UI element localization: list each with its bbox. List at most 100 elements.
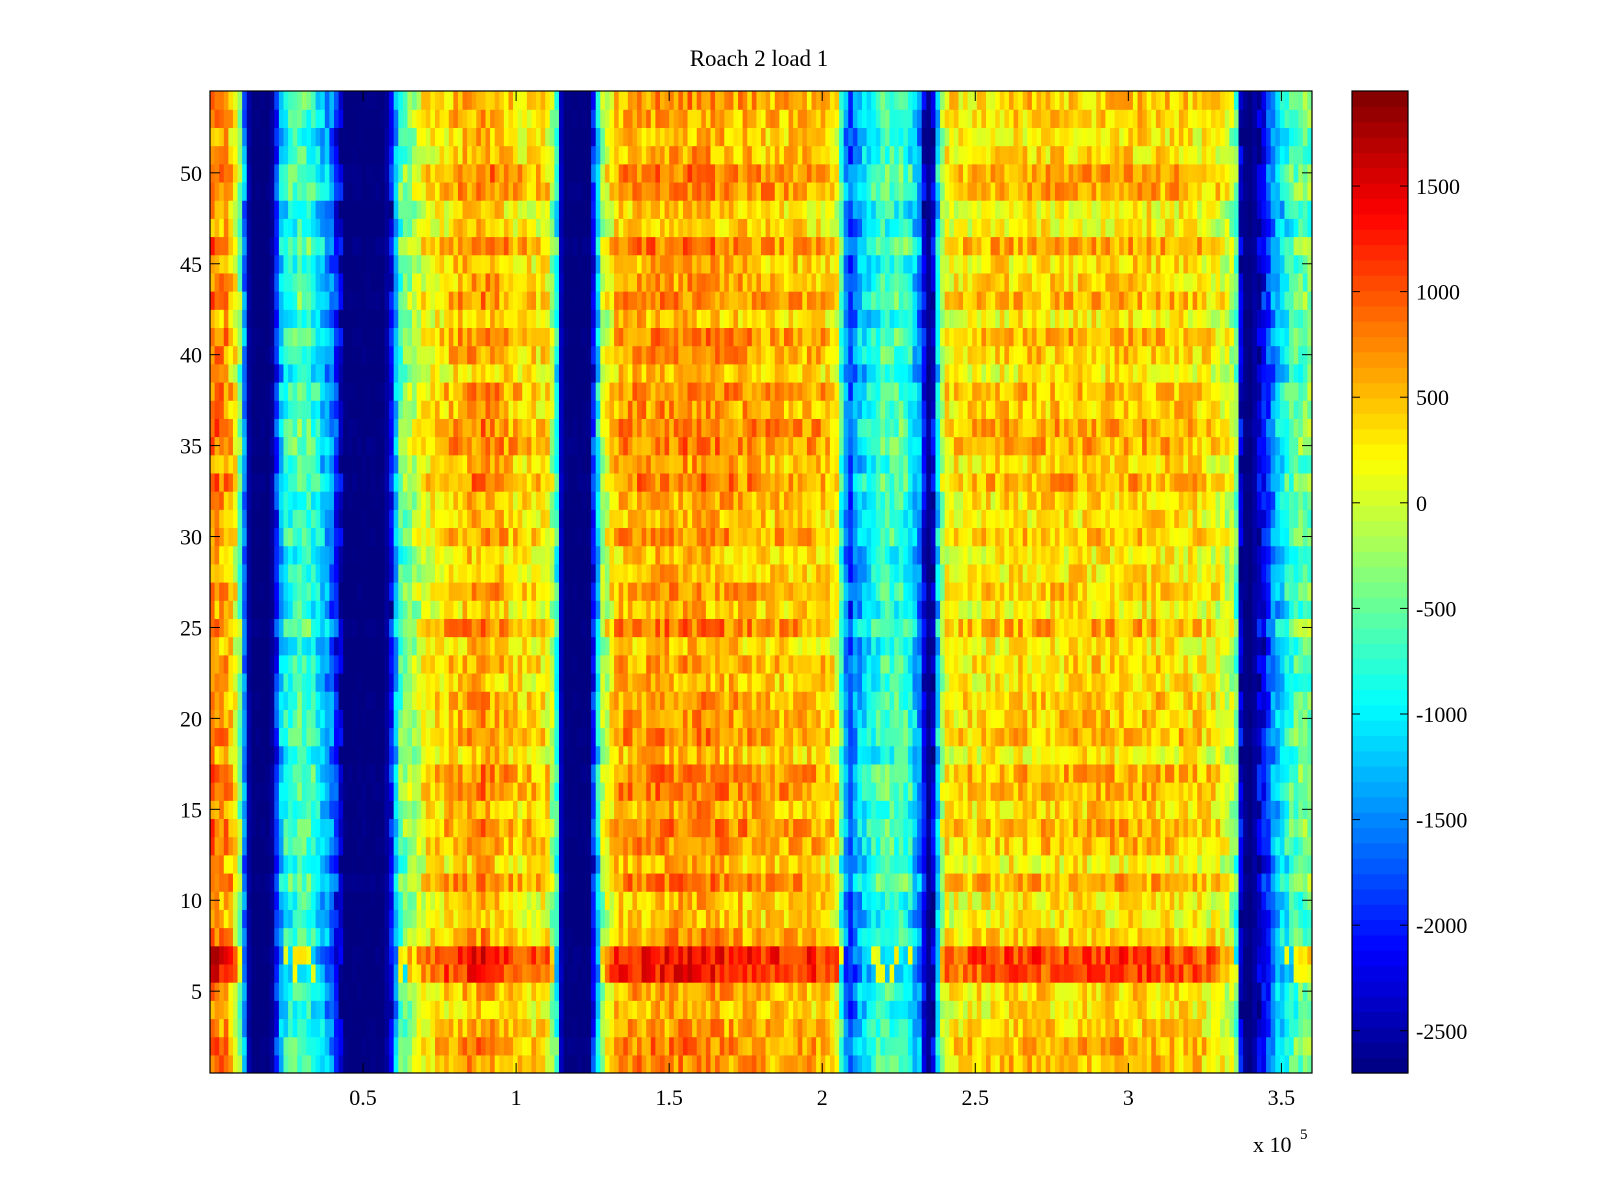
heatmap-cell xyxy=(1128,818,1134,838)
heatmap-cell xyxy=(508,891,514,910)
heatmap-cell xyxy=(430,782,436,801)
heatmap-cell xyxy=(324,854,330,874)
heatmap-cell xyxy=(439,891,445,910)
heatmap-cell xyxy=(692,1054,698,1073)
heatmap-cell xyxy=(1275,1000,1281,1020)
heatmap-cell xyxy=(829,800,836,820)
heatmap-cell xyxy=(1091,800,1097,820)
heatmap-cell xyxy=(852,1036,859,1056)
heatmap-cell xyxy=(866,800,872,820)
heatmap-cell xyxy=(1229,836,1235,856)
heatmap-cell xyxy=(581,891,588,910)
heatmap-cell xyxy=(453,782,459,801)
heatmap-cell xyxy=(678,1036,684,1056)
heatmap-cell xyxy=(1004,927,1010,947)
heatmap-cell xyxy=(1018,1018,1024,1038)
heatmap-cell xyxy=(485,963,491,983)
heatmap-cell xyxy=(361,800,367,820)
heatmap-cell xyxy=(958,836,964,856)
heatmap-cell xyxy=(356,963,363,983)
heatmap-cell xyxy=(448,909,454,929)
heatmap-cell xyxy=(1289,836,1295,856)
heatmap-cell xyxy=(1165,818,1171,838)
heatmap-cell xyxy=(1270,1000,1276,1020)
heatmap-cell xyxy=(1238,963,1244,983)
heatmap-cell xyxy=(1073,891,1079,910)
heatmap-cell xyxy=(632,1018,638,1038)
heatmap-cell xyxy=(820,818,826,838)
heatmap-cell xyxy=(356,927,363,947)
heatmap-cell xyxy=(315,1018,321,1038)
heatmap-cell xyxy=(577,982,583,1001)
heatmap-cell xyxy=(508,945,514,965)
heatmap-cell xyxy=(728,909,735,929)
heatmap-cell xyxy=(494,691,500,710)
heatmap-cell xyxy=(1109,872,1116,892)
heatmap-cell xyxy=(549,891,555,910)
heatmap-cell xyxy=(522,818,528,838)
heatmap-cell xyxy=(577,927,583,947)
heatmap-cell xyxy=(751,1000,758,1020)
heatmap-cell xyxy=(563,782,569,801)
heatmap-cell xyxy=(871,891,877,910)
heatmap-cell xyxy=(1266,709,1272,729)
heatmap-cell xyxy=(356,709,363,729)
heatmap-cell xyxy=(719,691,725,710)
heatmap-cell xyxy=(278,945,285,965)
heatmap-cell xyxy=(921,727,927,747)
heatmap-cell xyxy=(921,854,927,874)
heatmap-cell xyxy=(1302,745,1309,765)
heatmap-cell xyxy=(591,1036,597,1056)
heatmap-cell xyxy=(595,763,601,783)
heatmap-cell xyxy=(1247,963,1253,983)
heatmap-cell xyxy=(1004,745,1010,765)
heatmap-cell xyxy=(586,818,592,838)
heatmap-cell xyxy=(425,982,431,1001)
heatmap-cell xyxy=(1188,891,1194,910)
heatmap-cell xyxy=(1059,709,1065,729)
heatmap-cell xyxy=(288,963,294,983)
heatmap-cell xyxy=(1137,709,1143,729)
heatmap-cell xyxy=(659,927,666,947)
heatmap-cell xyxy=(659,909,666,929)
heatmap-cell xyxy=(701,963,707,983)
heatmap-cell xyxy=(1256,945,1263,965)
heatmap-cell xyxy=(1206,854,1212,874)
heatmap-cell xyxy=(687,745,693,765)
heatmap-cell xyxy=(958,745,964,765)
heatmap-cell xyxy=(352,1054,358,1073)
heatmap-cell xyxy=(444,836,450,856)
heatmap-cell xyxy=(375,1000,381,1020)
heatmap-cell xyxy=(917,963,923,983)
heatmap-cell xyxy=(324,691,330,710)
heatmap-cell xyxy=(1064,1054,1070,1073)
heatmap-cell xyxy=(581,836,588,856)
heatmap-cell xyxy=(770,727,776,747)
heatmap-cell xyxy=(1146,872,1152,892)
heatmap-cell xyxy=(338,1000,344,1020)
heatmap-cell xyxy=(751,691,758,710)
heatmap-cell xyxy=(1096,800,1102,820)
heatmap-cell xyxy=(963,1000,969,1020)
heatmap-cell xyxy=(866,836,872,856)
heatmap-cell xyxy=(1137,891,1143,910)
heatmap-cell xyxy=(549,872,555,892)
heatmap-cell xyxy=(1100,1000,1106,1020)
heatmap-cell xyxy=(434,727,441,747)
heatmap-cell xyxy=(412,800,418,820)
heatmap-cell xyxy=(1041,1036,1047,1056)
heatmap-cell xyxy=(1050,945,1056,965)
heatmap-cell xyxy=(1050,891,1056,910)
heatmap-cell xyxy=(343,709,349,729)
heatmap-cell xyxy=(568,1018,574,1038)
heatmap-cell xyxy=(963,709,969,729)
heatmap-cell xyxy=(1233,836,1240,856)
heatmap-cell xyxy=(953,963,960,983)
heatmap-cell xyxy=(926,1000,932,1020)
heatmap-cell xyxy=(604,1036,611,1056)
heatmap-cell xyxy=(701,709,707,729)
heatmap-cell xyxy=(471,945,477,965)
heatmap-cell xyxy=(958,872,964,892)
heatmap-cell xyxy=(453,727,459,747)
heatmap-cell xyxy=(577,854,583,874)
